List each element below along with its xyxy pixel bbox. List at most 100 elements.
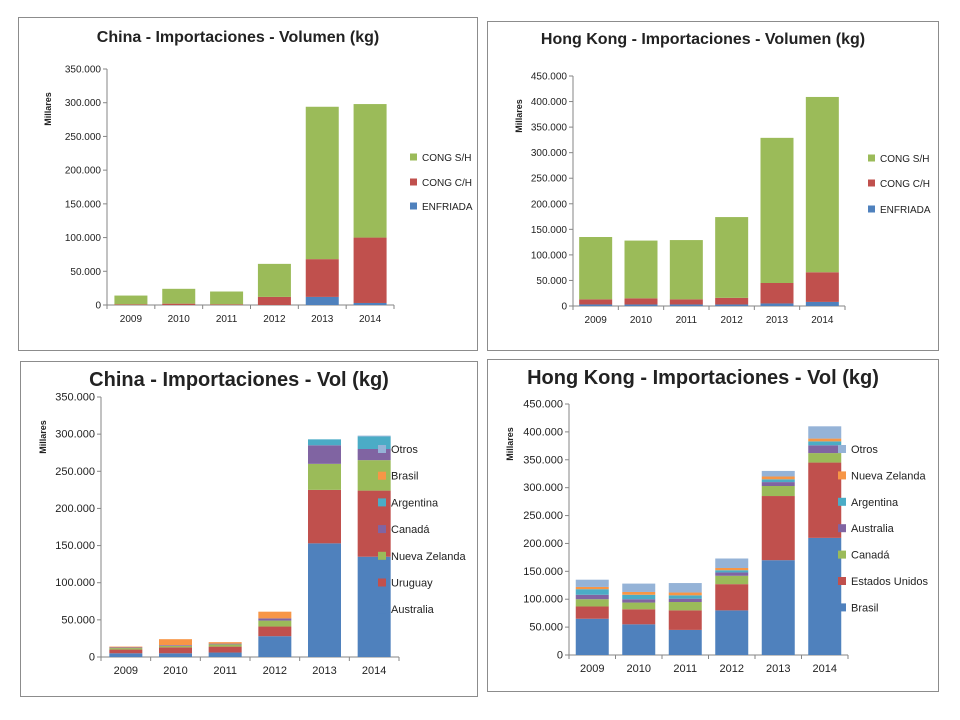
legend-label: CONG S/H xyxy=(422,153,471,164)
y-tick-label: 100.000 xyxy=(523,594,563,606)
x-tick-label: 2014 xyxy=(811,315,834,326)
legend-swatch xyxy=(838,471,846,480)
y-tick-label: 250.000 xyxy=(55,466,95,478)
bar-segment-enfriada-2011 xyxy=(669,304,703,306)
legend-swatch xyxy=(838,550,846,559)
bar-segment-uruguay-2013 xyxy=(308,489,341,544)
x-tick-label: 2012 xyxy=(720,663,744,675)
y-tick-label: 100.000 xyxy=(531,250,568,261)
bar-segment-australia-2013 xyxy=(761,482,795,486)
legend-label: Otros xyxy=(851,444,878,456)
x-tick-label: 2011 xyxy=(673,663,697,675)
bar-segment-brasil-2013 xyxy=(761,560,795,655)
legend-swatch xyxy=(378,445,386,453)
bar-segment-enfriada-2013 xyxy=(760,303,794,306)
bar-segment-cong-c-h-2010 xyxy=(162,303,196,305)
y-tick-label: 100.000 xyxy=(55,577,95,589)
bar-segment-nueva-zelanda-2014 xyxy=(808,438,842,442)
bar-segment-nueva-zelanda-2011 xyxy=(208,644,242,647)
y-tick-label: 250.000 xyxy=(65,132,102,143)
legend-swatch xyxy=(868,154,875,162)
legend-label: Otros xyxy=(391,444,418,456)
bar-segment-canad--2010 xyxy=(159,645,192,646)
bar-segment-australia-2013 xyxy=(308,543,341,657)
legend-swatch xyxy=(410,153,417,161)
bar-segment-australia-2011 xyxy=(208,652,242,657)
chart-title: China - Importaciones - Volumen (kg) xyxy=(97,29,379,46)
y-tick-label: 350.000 xyxy=(65,65,102,76)
bar-segment-canad--2013 xyxy=(308,445,341,464)
y-axis-unit-label: Millares xyxy=(38,420,48,454)
legend-swatch xyxy=(838,445,846,453)
x-tick-label: 2013 xyxy=(766,663,790,675)
bar-segment-otros-2014 xyxy=(808,426,842,439)
bar-segment-canad--2009 xyxy=(575,599,609,607)
bar-segment-brasil-2009 xyxy=(109,646,143,648)
bar-segment-australia-2012 xyxy=(258,636,292,657)
bar-segment-argentina-2010 xyxy=(622,594,656,600)
x-tick-label: 2012 xyxy=(721,315,744,326)
legend-swatch xyxy=(378,551,386,560)
y-tick-label: 0 xyxy=(89,652,95,664)
bar-segment-cong-c-h-2013 xyxy=(760,283,794,304)
bar-segment-australia-2009 xyxy=(575,594,609,600)
x-tick-label: 2012 xyxy=(263,314,286,325)
legend-swatch xyxy=(410,178,417,186)
x-tick-label: 2014 xyxy=(362,665,386,677)
y-tick-label: 50.000 xyxy=(61,614,95,626)
y-tick-label: 150.000 xyxy=(523,566,563,578)
y-axis-unit-label: Millares xyxy=(43,92,53,126)
legend-label: Brasil xyxy=(851,602,879,614)
bar-segment-canad--2009 xyxy=(109,647,143,649)
bar-segment-brasil-2014 xyxy=(808,537,842,655)
x-tick-label: 2014 xyxy=(813,663,837,675)
x-tick-label: 2011 xyxy=(676,315,698,326)
bar-segment-argentina-2013 xyxy=(308,439,341,446)
bar-segment-nueva-zelanda-2009 xyxy=(109,648,143,650)
y-tick-label: 150.000 xyxy=(531,225,568,236)
bar-segment-cong-s-h-2009 xyxy=(114,295,148,305)
bar-segment-canad--2013 xyxy=(761,485,795,497)
bar-segment-estados-unidos-2013 xyxy=(761,496,795,561)
x-tick-label: 2009 xyxy=(585,315,608,326)
y-tick-label: 50.000 xyxy=(536,276,567,287)
bar-segment-enfriada-2009 xyxy=(579,304,613,306)
bar-segment-cong-c-h-2012 xyxy=(715,297,749,305)
chart-panel-china-volumen: China - Importaciones - Volumen (kg) Mill… xyxy=(18,17,478,351)
bar-segment-estados-unidos-2012 xyxy=(715,584,749,611)
y-tick-label: 50.000 xyxy=(70,267,101,278)
x-tick-label: 2009 xyxy=(580,663,604,675)
bar-segment-cong-c-h-2010 xyxy=(624,298,658,305)
bar-segment-canad--2012 xyxy=(715,575,749,585)
legend-swatch xyxy=(838,603,846,612)
bar-segment-brasil-2012 xyxy=(258,611,292,619)
y-tick-label: 350.000 xyxy=(531,123,568,134)
y-tick-label: 450.000 xyxy=(523,399,563,411)
bar-segment-argentina-2012 xyxy=(715,570,749,573)
chart-title: Hong Kong - Importaciones - Volumen (kg) xyxy=(541,31,865,48)
bar-segment-cong-c-h-2009 xyxy=(114,304,148,305)
bar-segment-argentina-2013 xyxy=(761,479,795,483)
x-tick-label: 2010 xyxy=(630,315,653,326)
legend-swatch xyxy=(378,498,386,507)
bar-segment-estados-unidos-2011 xyxy=(668,610,702,630)
y-tick-label: 250.000 xyxy=(531,174,568,185)
legend-label: Nueva Zelanda xyxy=(851,470,926,482)
bar-segment-argentina-2014 xyxy=(808,441,842,446)
bar-segment-enfriada-2012 xyxy=(715,304,749,306)
x-tick-label: 2012 xyxy=(263,665,287,677)
bar-segment-cong-c-h-2011 xyxy=(210,304,244,305)
y-tick-label: 100.000 xyxy=(65,233,102,244)
bar-segment-brasil-2010 xyxy=(622,624,656,655)
legend-label: Uruguay xyxy=(391,578,433,590)
bar-segment-canad--2014 xyxy=(357,449,391,461)
bar-segment-cong-s-h-2010 xyxy=(162,288,196,304)
bar-segment-brasil-2010 xyxy=(159,639,192,646)
bar-segment-australia-2012 xyxy=(715,572,749,576)
bar-segment-cong-s-h-2013 xyxy=(305,106,339,260)
legend-label: Argentina xyxy=(391,497,439,509)
x-tick-label: 2013 xyxy=(312,665,336,677)
x-tick-label: 2013 xyxy=(766,315,789,326)
legend-label: ENFRIADA xyxy=(422,202,473,213)
bar-segment-nueva-zelanda-2009 xyxy=(575,586,609,590)
